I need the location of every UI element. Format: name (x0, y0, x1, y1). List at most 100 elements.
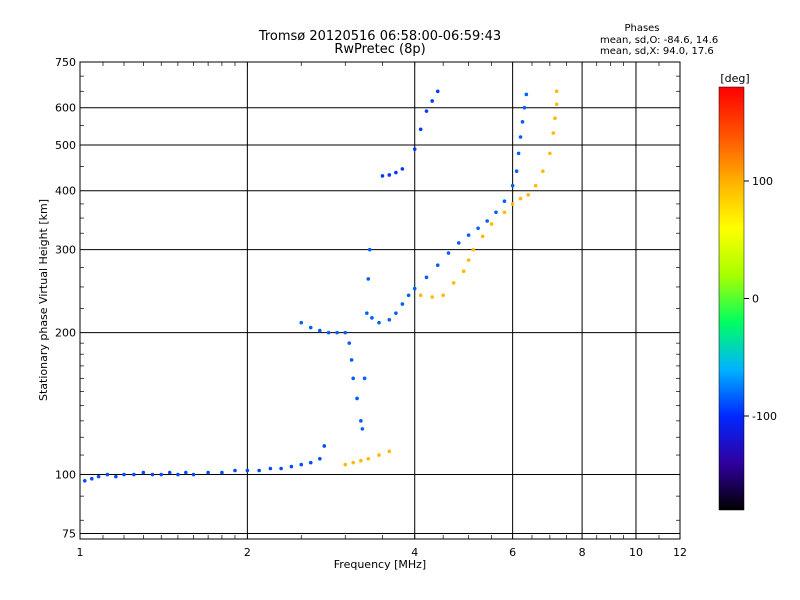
data-point (322, 444, 327, 448)
data-point (370, 316, 374, 320)
y-tick-label: 300 (55, 244, 76, 257)
data-point (233, 468, 237, 473)
data-point (526, 193, 531, 197)
data-point (355, 396, 359, 401)
data-point (480, 234, 485, 239)
data-point (400, 167, 405, 171)
data-point (268, 466, 273, 471)
data-point (418, 293, 423, 298)
data-point (400, 302, 405, 306)
data-point (114, 474, 118, 479)
data-point (308, 460, 313, 465)
colorbar (718, 86, 745, 511)
data-points (82, 89, 559, 483)
data-point (377, 320, 381, 325)
data-point (510, 183, 515, 188)
y-tick-label: 750 (55, 56, 76, 69)
data-point (412, 147, 417, 151)
data-point (406, 293, 411, 298)
x-tick-label: 12 (673, 546, 687, 559)
y-tick-label: 100 (55, 469, 76, 482)
data-point (387, 449, 392, 454)
data-point (441, 293, 445, 298)
data-point (359, 419, 363, 423)
x-tick-label: 4 (411, 546, 418, 559)
x-tick-label: 1 (77, 546, 84, 559)
data-point (343, 330, 348, 335)
data-point (485, 219, 489, 223)
data-point (430, 99, 434, 103)
data-point (191, 472, 196, 477)
data-point (412, 286, 417, 291)
data-point (96, 474, 101, 479)
data-point (351, 376, 355, 381)
data-point (132, 472, 136, 477)
data-point (308, 325, 313, 330)
data-point (435, 89, 440, 94)
data-point (206, 470, 210, 475)
colorbar-ticks: 100 0 -100 (744, 175, 777, 423)
data-point (359, 458, 363, 463)
data-point (377, 453, 381, 457)
data-point (476, 226, 480, 231)
data-point (360, 427, 365, 431)
data-point (347, 341, 352, 345)
y-axis-ticks: 75 100 200 300 400 500 600 750 (55, 56, 680, 540)
data-point (351, 460, 355, 465)
data-point (520, 120, 525, 124)
x-tick-label: 10 (629, 546, 643, 559)
x-tick-label: 8 (579, 546, 586, 559)
data-point (514, 169, 519, 173)
data-point (502, 210, 507, 215)
colorbar-tick-label: 0 (752, 293, 759, 306)
y-tick-label: 200 (55, 327, 76, 340)
data-point (451, 281, 456, 285)
data-point (522, 105, 527, 110)
data-point (366, 277, 371, 281)
data-point (362, 376, 367, 381)
data-point (418, 127, 423, 132)
data-point (446, 251, 451, 255)
data-point (553, 116, 557, 120)
data-point (150, 472, 155, 477)
data-point (257, 468, 261, 473)
data-point (89, 476, 94, 481)
data-point (461, 269, 466, 273)
data-point (141, 470, 146, 475)
data-point (456, 241, 461, 245)
data-point (510, 202, 515, 206)
data-point (548, 151, 552, 156)
colorbar-tick-label: -100 (752, 410, 777, 423)
data-point (424, 109, 429, 113)
plot-frame (79, 61, 681, 540)
data-point (245, 468, 250, 473)
y-tick-label: 600 (55, 102, 76, 115)
data-point (541, 169, 545, 173)
data-point (554, 102, 559, 107)
data-point (122, 472, 126, 477)
data-point (82, 478, 87, 483)
data-point (516, 151, 521, 156)
data-point (159, 472, 164, 477)
data-point (289, 464, 294, 469)
data-point (394, 311, 398, 315)
data-point (318, 457, 322, 461)
data-point (387, 173, 392, 177)
data-point (387, 317, 392, 322)
y-tick-label: 500 (55, 139, 76, 152)
data-point (335, 330, 339, 335)
data-point (365, 311, 369, 315)
data-point (424, 275, 429, 280)
data-point (367, 247, 372, 252)
data-point (524, 92, 529, 97)
chart-subtitle: RwPretec (8p) (334, 42, 425, 57)
data-point (220, 470, 224, 475)
data-point (518, 196, 523, 201)
data-point (471, 247, 476, 252)
chart-title: Tromsø 20120516 06:58:00-06:59:43 (258, 29, 501, 44)
x-axis-label: Frequency [MHz] (334, 558, 426, 571)
data-point (502, 199, 507, 204)
data-point (466, 258, 471, 262)
phases-line-x: mean, sd,X: 94.0, 17.6 (600, 46, 714, 57)
